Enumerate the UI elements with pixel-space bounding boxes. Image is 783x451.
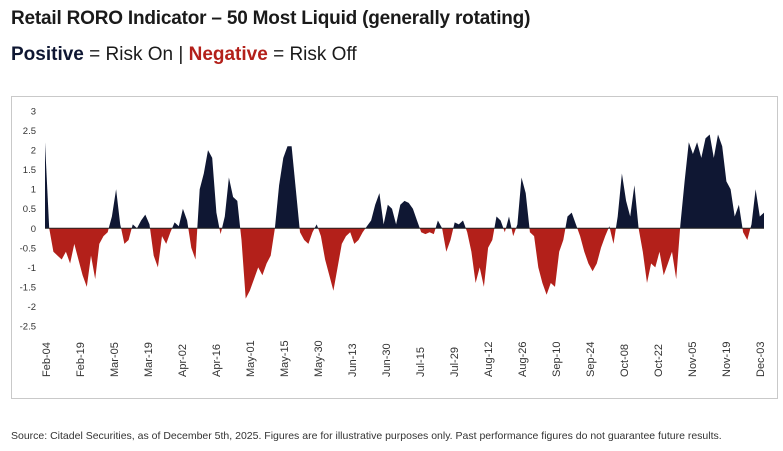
x-tick-label: Feb-19 xyxy=(75,342,87,377)
negative-area xyxy=(121,228,132,244)
x-tick-label: May-01 xyxy=(245,340,257,377)
y-tick-label: 1.5 xyxy=(23,165,36,176)
positive-area xyxy=(274,146,300,229)
y-tick-label: -1 xyxy=(28,263,36,274)
x-tick-label: Mar-05 xyxy=(109,342,121,377)
positive-area xyxy=(197,150,220,229)
x-tick-label: Sep-10 xyxy=(551,342,563,377)
roro-chart: 3 2.5 2 1.5 1 0.5 0 -0.5 -1 -1.5 -2 -2.5 Feb-04 Feb-1… xyxy=(20,107,767,378)
x-tick-label: May-30 xyxy=(313,340,325,377)
negative-area xyxy=(240,228,275,299)
positive-area xyxy=(494,216,504,229)
positive-area xyxy=(365,193,420,229)
negative-label: Negative xyxy=(188,44,268,65)
risk-on-text: = Risk On | xyxy=(83,44,189,65)
chart-subtitle: Positive = Risk On | Negative = Risk Off xyxy=(11,44,357,66)
y-tick-label: 1 xyxy=(31,185,36,196)
x-tick-label: Aug-26 xyxy=(517,342,529,377)
negative-area xyxy=(503,228,506,233)
negative-area xyxy=(188,228,198,260)
negative-area xyxy=(318,228,366,291)
negative-area xyxy=(529,228,566,295)
negative-area xyxy=(299,228,315,244)
x-tick-label: Jun-13 xyxy=(347,343,359,377)
negative-area xyxy=(638,228,681,283)
x-tick-label: Sep-24 xyxy=(585,342,597,377)
positive-area xyxy=(680,134,743,229)
chart-title: Retail RORO Indicator – 50 Most Liquid (… xyxy=(11,8,531,29)
positive-area xyxy=(435,220,443,229)
y-tick-label: -0.5 xyxy=(20,243,36,254)
x-tick-label: Jun-30 xyxy=(381,343,393,377)
y-tick-label: -2.5 xyxy=(20,322,36,333)
y-tick-label: 0 xyxy=(31,224,36,235)
x-tick-label: May-15 xyxy=(279,340,291,377)
source-note: Source: Citadel Securities, as of Decemb… xyxy=(11,430,722,442)
negative-area xyxy=(465,228,495,287)
positive-area xyxy=(516,177,530,229)
positive-area xyxy=(565,212,578,229)
x-tick-label: Feb-04 xyxy=(41,342,53,377)
x-tick-label: Jul-29 xyxy=(449,347,461,377)
y-tick-label: 3 xyxy=(31,107,36,118)
x-tick-label: Oct-08 xyxy=(619,344,631,377)
area-layer xyxy=(45,134,764,299)
negative-area xyxy=(742,228,751,240)
positive-area xyxy=(505,216,512,229)
positive-area xyxy=(750,189,764,229)
x-tick-label: Dec-03 xyxy=(755,342,767,377)
negative-area xyxy=(219,228,222,235)
positive-area xyxy=(314,224,319,229)
negative-area xyxy=(511,228,516,237)
chart-container: 3 2.5 2 1.5 1 0.5 0 -0.5 -1 -1.5 -2 -2.5 Feb-04 Feb-1… xyxy=(11,96,778,399)
positive-area xyxy=(453,220,466,229)
x-tick-label: Nov-05 xyxy=(687,342,699,377)
risk-off-text: = Risk Off xyxy=(267,44,357,65)
positive-area xyxy=(45,142,50,229)
axis-layer: 3 2.5 2 1.5 1 0.5 0 -0.5 -1 -1.5 -2 -2.5 Feb-04 Feb-1… xyxy=(20,107,767,378)
x-tick-label: Mar-19 xyxy=(143,342,155,377)
y-tick-label: 2.5 xyxy=(23,126,36,137)
positive-area xyxy=(615,173,639,229)
negative-area xyxy=(150,228,173,268)
negative-area xyxy=(609,228,616,244)
negative-area xyxy=(577,228,609,272)
negative-area xyxy=(49,228,109,287)
negative-area xyxy=(442,228,454,252)
positive-area xyxy=(131,214,150,229)
negative-area xyxy=(419,228,436,235)
y-tick-label: 2 xyxy=(31,146,36,157)
x-tick-label: Nov-19 xyxy=(721,342,733,377)
y-tick-label: -1.5 xyxy=(20,282,36,293)
y-tick-label: 0.5 xyxy=(23,204,36,215)
positive-area xyxy=(172,208,189,229)
x-tick-label: Oct-22 xyxy=(653,344,665,377)
y-tick-label: -2 xyxy=(28,302,36,313)
positive-area xyxy=(222,177,241,229)
x-tick-label: Jul-15 xyxy=(415,347,427,377)
x-tick-label: Apr-02 xyxy=(177,344,189,377)
x-tick-label: Aug-12 xyxy=(483,342,495,377)
x-tick-label: Apr-16 xyxy=(211,344,223,377)
positive-area xyxy=(108,189,122,229)
positive-label: Positive xyxy=(11,44,84,65)
